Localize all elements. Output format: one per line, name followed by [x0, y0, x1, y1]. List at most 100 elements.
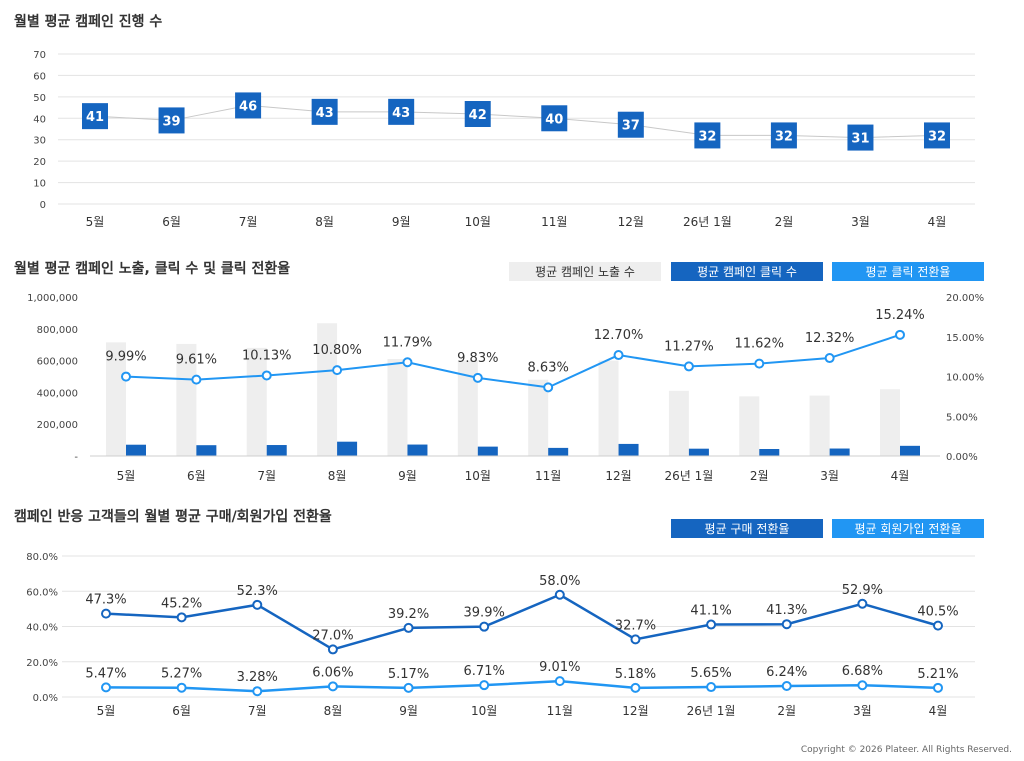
data-label: 41 — [86, 110, 104, 125]
data-point-box — [924, 122, 950, 149]
signup-point — [933, 682, 943, 693]
legend-swatch — [671, 519, 823, 538]
purchase-point — [101, 608, 111, 619]
ctr-data-label: 11.27% — [664, 339, 714, 354]
data-point-box — [694, 122, 721, 149]
ctr-point — [261, 370, 272, 381]
signup-data-label: 6.24% — [766, 665, 807, 680]
chart-title: 월별 평균 캠페인 진행 수 — [14, 13, 162, 30]
data-label: 31 — [851, 132, 869, 147]
x-tick-label: 5월 — [97, 704, 116, 718]
purchase-point — [781, 619, 792, 630]
y-tick-label: 60 — [33, 71, 46, 82]
ctr-data-label: 8.63% — [528, 360, 569, 375]
campaign-count-chart: 월별 평균 캠페인 진행 수 0 10 20 30 40 50 60 70 41 39 46 43 43 4… — [14, 13, 975, 229]
y2-tick-label: 5.00% — [946, 412, 978, 423]
ctr-point — [543, 382, 554, 393]
purchase-point — [176, 612, 187, 623]
x-tick-label: 10월 — [465, 469, 491, 483]
ctr-point — [191, 374, 202, 385]
y-tick-label: 30 — [33, 136, 46, 147]
data-point-box — [770, 122, 797, 149]
impression-bar — [457, 360, 478, 456]
data-label: 40 — [545, 112, 563, 127]
data-label: 32 — [928, 129, 946, 144]
purchase-point — [630, 634, 641, 645]
ctr-data-label: 12.32% — [805, 331, 855, 346]
x-tick-label: 26년 1월 — [683, 215, 732, 229]
purchase-data-label: 45.2% — [161, 596, 202, 611]
y-tick-label: 10 — [33, 179, 46, 190]
signup-point — [327, 681, 338, 692]
signup-point — [403, 682, 414, 693]
x-tick-label: 3월 — [853, 704, 872, 718]
ctr-point — [895, 329, 905, 340]
purchase-data-label: 41.1% — [690, 604, 731, 619]
ctr-point — [332, 365, 343, 376]
purchase-point — [706, 619, 717, 630]
signup-data-label: 5.47% — [85, 666, 126, 681]
ctr-data-label: 9.61% — [176, 353, 217, 368]
ctr-point — [824, 353, 835, 364]
signup-point — [176, 682, 187, 693]
impression-bar — [317, 323, 338, 456]
x-tick-label: 11월 — [541, 215, 567, 229]
y2-tick-label: 20.00% — [946, 293, 984, 304]
x-tick-label: 26년 1월 — [687, 704, 736, 718]
legend-label: 평균 구매 전환율 — [705, 522, 790, 536]
y-tick-label: 40 — [33, 114, 46, 125]
data-point-box — [617, 111, 644, 138]
x-tick-label: 9월 — [398, 469, 417, 483]
y-tick-label: 20.0% — [26, 658, 58, 669]
purchase-data-label: 58.0% — [539, 574, 580, 589]
y-tick-label: - — [74, 452, 78, 463]
signup-point — [781, 681, 792, 692]
ctr-data-label: 10.80% — [312, 343, 362, 358]
signup-data-label: 5.27% — [161, 667, 202, 682]
click-bar — [477, 446, 498, 456]
x-tick-label: 10월 — [471, 704, 497, 718]
y-tick-label: 0 — [40, 200, 46, 211]
click-bar — [618, 443, 639, 456]
impression-bar — [739, 396, 760, 456]
data-label: 32 — [775, 129, 793, 144]
x-tick-label: 7월 — [257, 469, 276, 483]
signup-point — [479, 680, 490, 691]
x-tick-label: 11월 — [535, 469, 561, 483]
signup-data-label: 6.06% — [312, 665, 353, 680]
y-tick-label: 40.0% — [26, 623, 58, 634]
click-bar — [407, 444, 428, 456]
signup-point — [857, 680, 868, 691]
data-label: 43 — [316, 106, 334, 121]
x-tick-label: 5월 — [86, 215, 105, 229]
x-tick-label: 3월 — [820, 469, 839, 483]
signup-line — [105, 679, 939, 693]
ctr-data-label: 15.24% — [875, 308, 925, 323]
purchase-data-label: 32.7% — [615, 618, 656, 633]
ctr-data-label: 11.62% — [734, 337, 784, 352]
ctr-point — [683, 361, 694, 372]
impression-bar — [246, 347, 267, 456]
legend-swatch — [509, 262, 661, 281]
purchase-line — [105, 593, 939, 651]
data-point-box — [311, 98, 338, 125]
impression-bar — [387, 359, 408, 456]
signup-data-label: 5.18% — [615, 667, 656, 682]
chart-title: 캠페인 반응 고객들의 월별 평균 구매/회원가입 전환율 — [14, 508, 332, 525]
x-tick-label: 4월 — [891, 469, 910, 483]
x-tick-label: 4월 — [928, 215, 947, 229]
signup-data-label: 6.68% — [842, 664, 883, 679]
x-tick-label: 6월 — [162, 215, 181, 229]
signup-data-label: 9.01% — [539, 660, 580, 675]
x-tick-label: 3월 — [851, 215, 870, 229]
ctr-point — [121, 371, 131, 382]
series-line — [94, 104, 938, 139]
purchase-data-label: 52.9% — [842, 583, 883, 598]
x-tick-label: 7월 — [248, 704, 267, 718]
signup-point — [706, 682, 717, 693]
click-bar — [266, 445, 287, 456]
y-tick-label: 60.0% — [26, 587, 58, 598]
x-tick-label: 2월 — [750, 469, 769, 483]
x-tick-label: 8월 — [315, 215, 334, 229]
data-label: 37 — [622, 119, 640, 134]
